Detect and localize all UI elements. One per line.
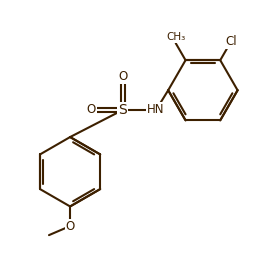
Text: O: O — [118, 70, 127, 83]
Text: O: O — [87, 103, 96, 116]
Text: Cl: Cl — [225, 35, 237, 48]
Text: S: S — [118, 103, 127, 117]
Text: O: O — [66, 220, 75, 233]
Text: CH₃: CH₃ — [166, 32, 185, 42]
Text: HN: HN — [147, 103, 165, 116]
